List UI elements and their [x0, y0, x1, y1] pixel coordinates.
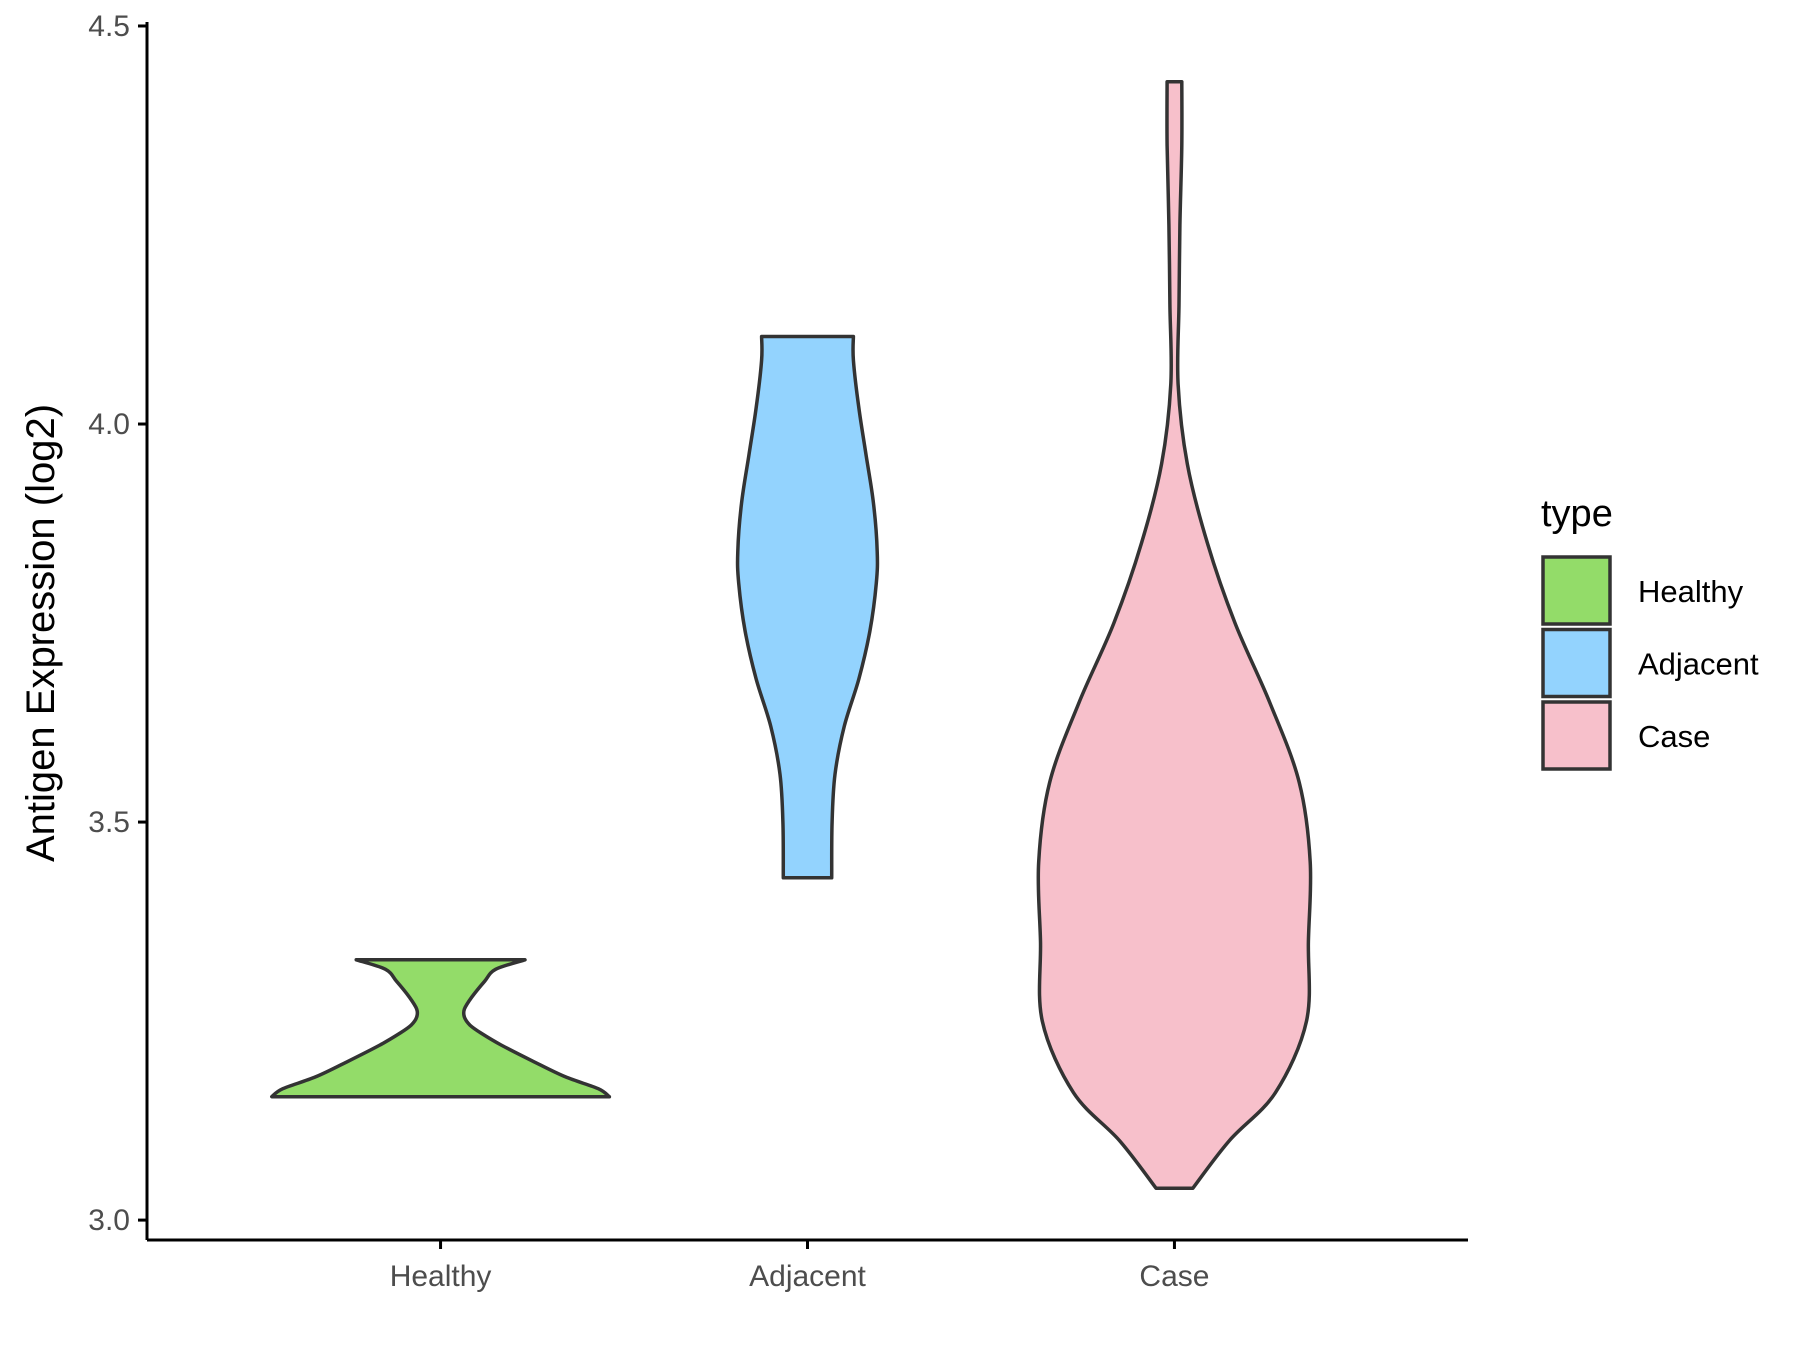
- y-tick-label: 3.5: [88, 806, 130, 839]
- legend-label-healthy: Healthy: [1638, 574, 1744, 609]
- axes-layer: 3.0 3.5 4.0 4.5 Healthy Adjacent Case: [88, 10, 1468, 1293]
- y-axis-title: Antigen Expression (log2): [19, 404, 63, 862]
- legend-entries: Healthy Adjacent Case: [1541, 555, 1759, 771]
- y-ticks: 3.0 3.5 4.0 4.5: [88, 10, 147, 1237]
- x-tick-label: Healthy: [390, 1260, 492, 1293]
- legend-swatch-adjacent: [1541, 627, 1612, 699]
- legend-title: type: [1541, 493, 1613, 535]
- y-tick-label: 4.0: [88, 408, 130, 441]
- x-tick-label: Adjacent: [749, 1260, 866, 1293]
- legend-swatch-healthy: [1541, 555, 1612, 626]
- legend-label-case: Case: [1638, 719, 1710, 754]
- legend-swatch-case: [1541, 700, 1612, 771]
- x-ticks: Healthy Adjacent Case: [390, 1240, 1209, 1293]
- x-tick-label: Case: [1139, 1260, 1209, 1293]
- violin-healthy: [270, 958, 612, 1099]
- violin-case: [1036, 79, 1313, 1191]
- legend-label-adjacent: Adjacent: [1638, 647, 1759, 682]
- violin-adjacent: [735, 334, 880, 880]
- y-tick-label: 4.5: [88, 10, 130, 43]
- y-tick-label: 3.0: [88, 1204, 130, 1237]
- legend: type Healthy Adjacent Case: [1541, 493, 1759, 771]
- violins-layer: [270, 79, 1313, 1191]
